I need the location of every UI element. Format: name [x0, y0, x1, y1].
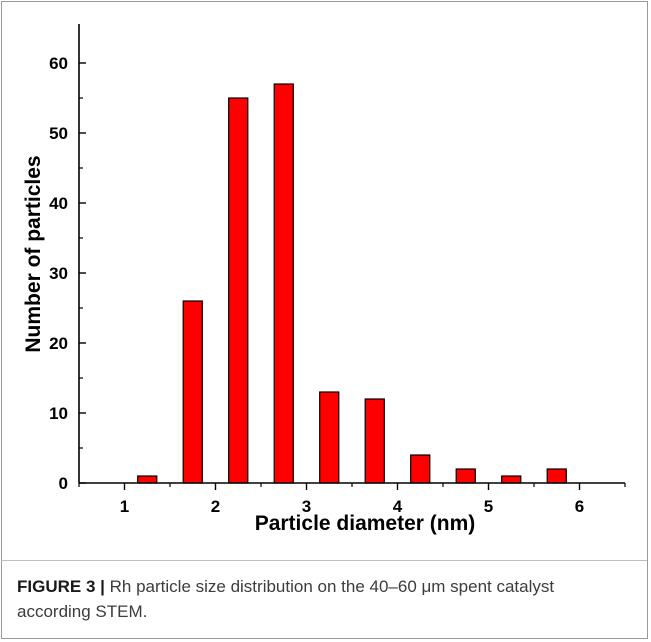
figure-caption: FIGURE 3 | Rh particle size distribution…: [17, 574, 627, 624]
y-axis-label: Number of particles: [22, 155, 45, 352]
caption-divider: [1, 560, 647, 561]
x-tick-label: 5: [484, 497, 493, 516]
y-tick-label: 30: [49, 264, 68, 283]
bar-5: [319, 391, 340, 484]
x-tick-label: 6: [575, 497, 584, 516]
x-axis-label: Particle diameter (nm): [255, 512, 476, 535]
y-tick-label: 20: [49, 334, 68, 353]
x-tick-label: 3: [302, 497, 311, 516]
caption-separator: |: [100, 577, 105, 596]
bar-6: [364, 398, 385, 484]
y-tick-label: 10: [49, 404, 68, 423]
bar-10: [546, 468, 567, 484]
bar-1: [137, 475, 158, 484]
bar-8: [455, 468, 476, 484]
figure-label: FIGURE 3: [17, 577, 96, 596]
bar-9: [501, 475, 522, 484]
y-tick-label: 40: [49, 194, 68, 213]
x-tick-label: 1: [120, 497, 129, 516]
bar-3: [228, 97, 249, 484]
bar-2: [182, 300, 203, 484]
y-tick-label: 0: [59, 474, 68, 493]
bar-4: [273, 83, 294, 484]
y-tick-label: 50: [49, 124, 68, 143]
bar-7: [410, 454, 431, 484]
x-tick-label: 2: [211, 497, 220, 516]
x-tick-label: 4: [393, 497, 403, 516]
caption-text: Rh particle size distribution on the 40–…: [17, 577, 555, 621]
y-tick-label: 60: [49, 54, 68, 73]
